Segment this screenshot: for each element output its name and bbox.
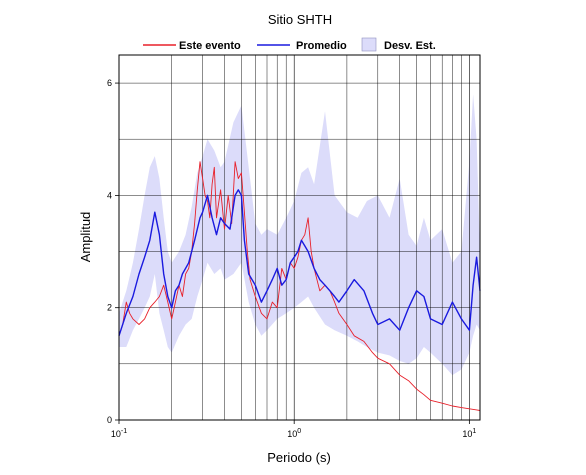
x-tick-label: 100 bbox=[287, 428, 301, 439]
plot-frame bbox=[118, 54, 481, 421]
y-tick-label: 4 bbox=[107, 190, 112, 200]
chart-title: Sitio SHTH bbox=[268, 12, 332, 27]
x-tick-label: 101 bbox=[462, 428, 476, 439]
std-band bbox=[119, 94, 480, 376]
series-line-este-evento bbox=[118, 161, 481, 411]
legend-label: Este evento bbox=[179, 40, 241, 52]
std-band-layer bbox=[119, 94, 480, 376]
y-tick-label: 0 bbox=[107, 415, 112, 425]
legend-swatch bbox=[361, 37, 377, 52]
y-tick-label: 2 bbox=[107, 303, 112, 313]
grid-layer bbox=[118, 55, 480, 420]
legend-label: Desv. Est. bbox=[384, 40, 436, 52]
y-axis-ticks: 0 2 4 6 bbox=[107, 78, 119, 425]
x-axis-label: Periodo (s) bbox=[267, 450, 331, 465]
x-tick-label: 10-1 bbox=[111, 428, 127, 439]
y-axis-label: Amplitud bbox=[78, 212, 93, 263]
series-layer bbox=[118, 161, 481, 411]
y-tick-label: 6 bbox=[107, 78, 112, 88]
x-axis-ticks: 10-1 100 101 bbox=[111, 420, 476, 439]
series-line-promedio bbox=[118, 189, 481, 337]
plot-area bbox=[118, 54, 481, 421]
legend-label: Promedio bbox=[296, 40, 347, 52]
legend: Este evento Promedio Desv. Est. bbox=[143, 37, 436, 52]
